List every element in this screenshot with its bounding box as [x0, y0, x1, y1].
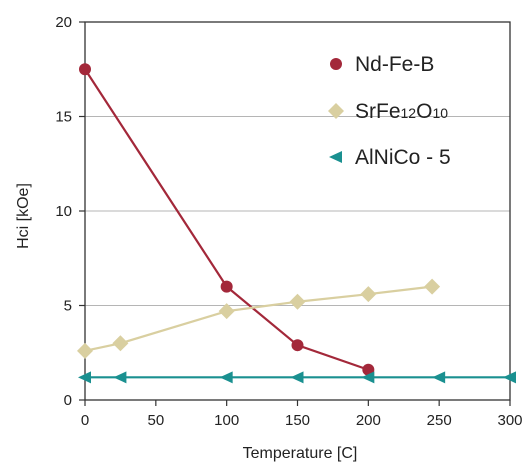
- legend-marker: [328, 103, 344, 119]
- x-tick-label: 150: [285, 412, 310, 429]
- data-point: [78, 371, 91, 384]
- grid-layer: [85, 116, 510, 306]
- y-axis-label: Hci [kOe]: [15, 183, 32, 249]
- legend-label-subscript: 12: [401, 105, 417, 121]
- legend-label-part: O: [416, 100, 432, 123]
- legend: Nd-Fe-B SrFe12O10 AlNiCo - 5: [328, 53, 451, 169]
- data-point: [219, 371, 233, 384]
- data-point: [291, 339, 304, 352]
- x-axis-label: Temperature [C]: [243, 445, 358, 462]
- series-2: [78, 371, 516, 384]
- series-1: [77, 278, 441, 359]
- legend-label: SrFe12O10: [355, 100, 448, 123]
- x-tick-label: 250: [427, 412, 452, 429]
- data-point: [77, 342, 93, 359]
- data-point: [360, 286, 377, 303]
- data-point: [79, 63, 91, 76]
- y-tick-label: 10: [55, 203, 72, 220]
- x-tick-label: 300: [497, 412, 522, 429]
- y-tick-label: 20: [55, 14, 72, 31]
- data-point: [220, 280, 233, 293]
- legend-label: Nd-Fe-B: [355, 53, 434, 76]
- data-point: [503, 371, 516, 384]
- data-point: [113, 371, 127, 384]
- series-layer: [77, 63, 516, 384]
- series-0: [79, 63, 375, 376]
- y-tick-label: 15: [55, 109, 72, 126]
- legend-label-subscript: 10: [432, 105, 448, 121]
- data-point: [112, 335, 129, 352]
- data-point: [432, 371, 446, 384]
- x-tick-label: 100: [214, 412, 239, 429]
- data-point: [218, 303, 235, 320]
- y-tick-label: 5: [64, 298, 72, 315]
- legend-marker: [330, 58, 342, 70]
- y-tick-label: 0: [64, 392, 72, 409]
- data-point: [289, 293, 306, 310]
- data-point: [424, 278, 441, 295]
- series-line: [84, 285, 433, 352]
- series-line: [84, 68, 369, 371]
- legend-label-part: Nd-Fe-B: [355, 53, 434, 76]
- legend-marker: [329, 151, 342, 163]
- legend-label-part: SrFe: [355, 100, 401, 123]
- legend-label-part: AlNiCo - 5: [355, 146, 451, 169]
- legend-label: AlNiCo - 5: [355, 146, 451, 169]
- x-tick-label: 50: [147, 412, 164, 429]
- x-tick-label: 0: [81, 412, 89, 429]
- x-tick-label: 200: [356, 412, 381, 429]
- data-point: [361, 371, 375, 384]
- data-point: [290, 371, 304, 384]
